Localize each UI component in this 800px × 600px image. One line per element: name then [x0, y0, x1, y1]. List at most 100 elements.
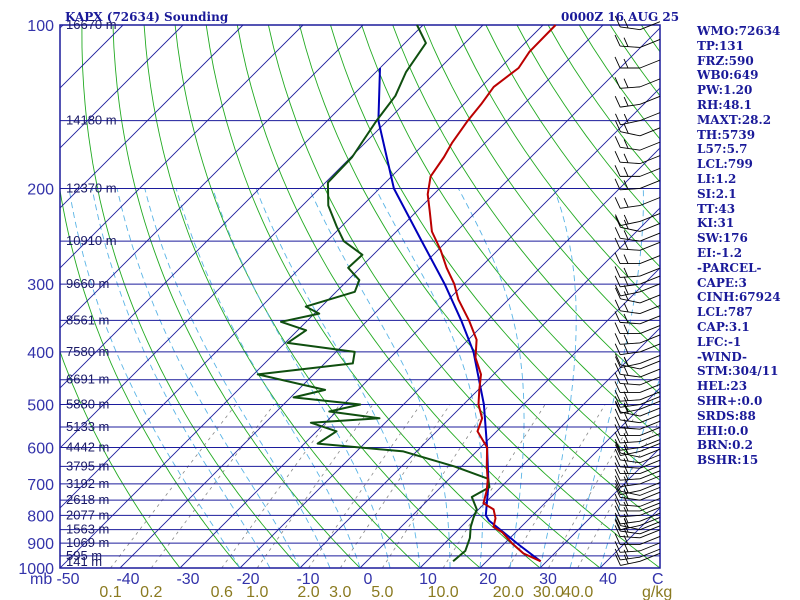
dewpoint-line — [256, 24, 491, 563]
mixing-ratio-unit-label: g/kg — [642, 584, 672, 600]
mixing-ratio-tick-label: 0.6 — [211, 584, 233, 600]
wind-barb — [614, 227, 661, 242]
height-label: 7580 m — [66, 344, 109, 359]
height-labels: 16670 m 14180 m 12370 m 10910 m 9660 m 8561 m… — [66, 17, 117, 569]
wind-barb — [614, 381, 661, 393]
wind-barb — [614, 541, 661, 553]
mixing-ratio-tick-label: 10.0 — [428, 584, 459, 600]
isotherm — [60, 25, 244, 209]
temperature-tick-label: 30 — [539, 571, 557, 588]
isotherm — [60, 25, 484, 449]
param-line: -WIND- — [697, 349, 747, 364]
temperature-tick-label: -20 — [236, 571, 259, 588]
param-line: WMO:72634 — [697, 24, 781, 38]
isotherm — [60, 25, 424, 389]
wind-barb — [615, 283, 661, 297]
station-title: KAPX (72634) Sounding — [65, 10, 229, 24]
wind-barb — [615, 287, 661, 304]
param-line: HEL:23 — [697, 379, 748, 394]
height-label: 2618 m — [66, 492, 109, 507]
wind-barb — [614, 343, 661, 356]
mixing-ratio-tick-label: 2.0 — [297, 584, 319, 600]
pressure-tick-label: 200 — [27, 181, 54, 198]
wind-barbs — [614, 15, 661, 566]
param-line: FRZ:590 — [697, 53, 754, 68]
height-label: 12370 m — [66, 180, 117, 195]
height-label: 6691 m — [66, 372, 109, 387]
pressure-tick-label: 100 — [27, 18, 54, 35]
pressure-tick-label: 1000 — [18, 561, 54, 578]
isotherm — [119, 27, 660, 568]
temperature-tick-label: 40 — [599, 571, 617, 588]
moist-adiabat — [458, 188, 525, 568]
wind-barb — [614, 252, 661, 265]
wind-barb — [614, 56, 661, 69]
wind-barb — [614, 333, 661, 345]
mixing-ratio-tick-label: 3.0 — [329, 584, 351, 600]
isotherm — [60, 25, 304, 269]
wind-barb — [614, 299, 661, 315]
param-line: L57:5.7 — [697, 142, 748, 157]
temperature-tick-label: 10 — [419, 571, 437, 588]
mixing-ratio-tick-label: 0.1 — [99, 584, 121, 600]
wind-barb — [614, 475, 661, 488]
pressure-tick-label: 400 — [27, 345, 54, 362]
param-line: SHR+:0.0 — [697, 393, 763, 408]
mixing-ratio-tick-label: 1.0 — [246, 584, 268, 600]
param-line: RH:48.1 — [697, 97, 752, 112]
moist-adiabat — [599, 376, 660, 568]
wind-barb — [614, 486, 661, 501]
param-line: PW:1.20 — [697, 83, 753, 98]
dry-adiabat — [236, 25, 601, 568]
pressure-tick-label: 500 — [27, 398, 54, 415]
wind-barb — [614, 237, 661, 251]
param-line: BRN:0.2 — [697, 438, 753, 453]
height-label: 8561 m — [66, 312, 109, 327]
isotherm — [239, 147, 660, 568]
height-label: 1069 m — [66, 535, 109, 550]
wind-barb — [615, 216, 661, 232]
wind-barb — [615, 355, 661, 369]
wind-barb — [614, 77, 661, 89]
wind-barb — [614, 136, 661, 151]
wind-barb — [614, 34, 661, 48]
temperature-tick-label: -10 — [296, 571, 319, 588]
param-line: CINH:67924 — [697, 290, 781, 305]
wind-barb — [614, 533, 661, 545]
stability-parameters: WMO:72634 TP:131 FRZ:590 WB0:649 PW:1.20 RH:4… — [697, 24, 797, 468]
wind-barb — [614, 499, 661, 512]
height-label: 9660 m — [66, 276, 109, 291]
sounding-time: 0000Z 16 AUG 25 — [561, 10, 679, 24]
wind-barb — [614, 505, 661, 518]
isotherm — [179, 87, 660, 568]
pressure-unit-label: mb — [30, 571, 52, 588]
mixing-ratio-tick-label: 20.0 — [493, 584, 524, 600]
sounding-profiles — [256, 24, 557, 563]
param-line: BSHR:15 — [697, 453, 759, 468]
isotherm — [0, 25, 3, 568]
wind-barb — [614, 512, 661, 525]
height-label: 2077 m — [66, 507, 109, 522]
wind-barb — [614, 462, 661, 475]
wind-barb — [614, 322, 661, 334]
wind-barb — [615, 482, 661, 496]
mixing-ratio-tick-label: 0.2 — [140, 584, 162, 600]
wind-barb — [614, 363, 661, 378]
dry-adiabat — [81, 25, 301, 568]
wind-barb — [615, 400, 661, 414]
param-line: LI:1.2 — [697, 171, 737, 186]
param-line: TP:131 — [697, 38, 745, 53]
wind-barb — [615, 213, 661, 227]
wind-barb — [614, 396, 661, 408]
wind-barb — [614, 15, 661, 31]
height-label: 16670 m — [66, 17, 117, 32]
height-label: 595 m — [66, 548, 102, 563]
isotherm — [419, 327, 660, 568]
pressure-tick-label: 600 — [27, 441, 54, 458]
wind-barb — [614, 165, 661, 177]
temperature-unit-label: C — [652, 571, 664, 588]
param-line: -PARCEL- — [697, 260, 762, 275]
isotherm — [60, 25, 544, 509]
wind-barb — [614, 548, 661, 561]
